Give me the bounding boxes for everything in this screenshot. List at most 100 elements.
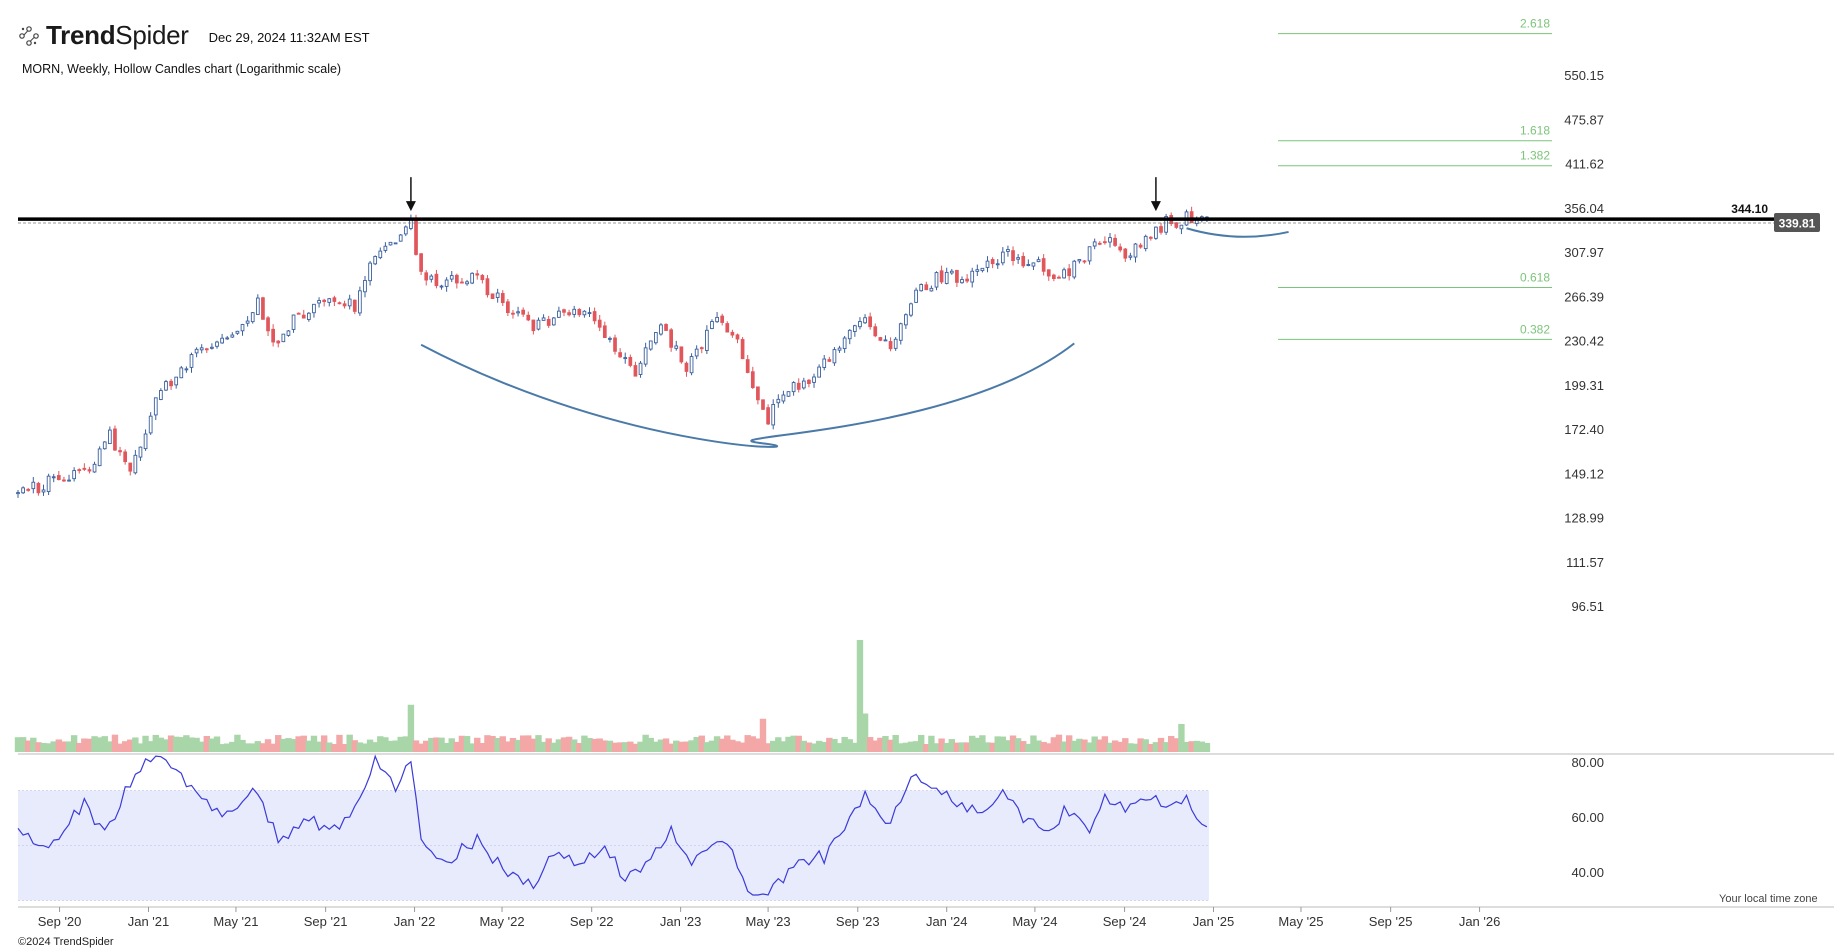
candle[interactable] — [858, 317, 862, 330]
candle[interactable] — [250, 311, 255, 324]
candle[interactable] — [909, 302, 913, 318]
candle[interactable] — [378, 247, 383, 260]
candle[interactable] — [46, 473, 51, 496]
candle[interactable] — [653, 332, 658, 345]
candle[interactable] — [215, 340, 219, 349]
candle[interactable] — [490, 293, 495, 300]
candle[interactable] — [740, 337, 745, 360]
candle[interactable] — [439, 284, 444, 290]
candle[interactable] — [720, 313, 725, 326]
candle[interactable] — [51, 473, 56, 483]
candle[interactable] — [444, 277, 449, 292]
candle[interactable] — [1154, 226, 1158, 240]
candle[interactable] — [1000, 247, 1005, 266]
handle-arc[interactable] — [1186, 227, 1289, 238]
candle[interactable] — [102, 441, 107, 450]
candle[interactable] — [679, 346, 684, 364]
candle[interactable] — [199, 344, 204, 354]
candle[interactable] — [286, 330, 291, 337]
candle[interactable] — [852, 324, 857, 337]
candle[interactable] — [388, 241, 393, 246]
candle[interactable] — [756, 386, 760, 405]
candle[interactable] — [204, 347, 209, 353]
candle[interactable] — [454, 273, 459, 289]
candle[interactable] — [429, 274, 434, 283]
candle[interactable] — [1138, 243, 1143, 249]
candle[interactable] — [1016, 254, 1020, 264]
candle[interactable] — [1026, 259, 1031, 267]
candle[interactable] — [245, 316, 250, 327]
candle[interactable] — [419, 252, 423, 275]
candle[interactable] — [1174, 222, 1179, 229]
candle[interactable] — [985, 256, 990, 273]
candle[interactable] — [312, 303, 316, 318]
candle[interactable] — [301, 309, 306, 319]
candle[interactable] — [817, 364, 821, 378]
candle[interactable] — [148, 412, 153, 435]
candle[interactable] — [842, 335, 847, 353]
candle[interactable] — [26, 488, 31, 492]
candle[interactable] — [1133, 242, 1138, 263]
candle[interactable] — [582, 310, 587, 318]
candle[interactable] — [801, 377, 806, 390]
candle[interactable] — [1097, 241, 1102, 246]
candle[interactable] — [72, 467, 76, 482]
candle[interactable] — [113, 425, 117, 451]
candle[interactable] — [368, 260, 372, 286]
candle[interactable] — [403, 225, 408, 237]
candle[interactable] — [980, 267, 985, 273]
candle[interactable] — [41, 484, 46, 496]
candle[interactable] — [1103, 236, 1107, 245]
candle[interactable] — [1011, 246, 1015, 266]
candle[interactable] — [944, 267, 949, 285]
candle[interactable] — [949, 268, 954, 275]
candle[interactable] — [536, 317, 541, 331]
candle[interactable] — [164, 379, 168, 392]
candle[interactable] — [705, 325, 709, 355]
candle[interactable] — [271, 324, 275, 347]
candle[interactable] — [1082, 260, 1087, 264]
candle[interactable] — [781, 390, 786, 404]
candle[interactable] — [551, 317, 556, 326]
candle[interactable] — [694, 345, 699, 360]
candle[interactable] — [664, 323, 668, 331]
candle[interactable] — [725, 321, 730, 333]
candle[interactable] — [261, 296, 265, 320]
candle[interactable] — [526, 311, 531, 322]
candle[interactable] — [1021, 252, 1026, 268]
candle[interactable] — [82, 463, 87, 472]
candle[interactable] — [235, 330, 240, 335]
candle[interactable] — [169, 378, 173, 390]
candle[interactable] — [914, 287, 918, 303]
candle[interactable] — [613, 334, 617, 355]
candle[interactable] — [398, 234, 403, 242]
candle[interactable] — [888, 337, 893, 352]
candle[interactable] — [337, 301, 342, 305]
candle[interactable] — [67, 474, 71, 482]
candle[interactable] — [118, 446, 122, 456]
candle[interactable] — [1067, 264, 1072, 281]
candle[interactable] — [470, 272, 474, 285]
candle[interactable] — [358, 286, 362, 316]
candle[interactable] — [449, 271, 454, 283]
candle[interactable] — [317, 297, 321, 308]
candle[interactable] — [1036, 256, 1041, 263]
candle[interactable] — [1031, 262, 1036, 271]
candle[interactable] — [87, 466, 92, 474]
candle[interactable] — [475, 270, 480, 280]
candle[interactable] — [153, 397, 158, 421]
candle[interactable] — [919, 283, 924, 292]
candle[interactable] — [77, 468, 82, 474]
candle[interactable] — [107, 426, 112, 445]
candle[interactable] — [592, 307, 597, 325]
candle[interactable] — [572, 305, 577, 318]
candle[interactable] — [1087, 246, 1092, 265]
candle[interactable] — [465, 279, 469, 286]
candle[interactable] — [577, 308, 582, 317]
candle[interactable] — [863, 314, 867, 324]
candle[interactable] — [424, 270, 429, 286]
candle[interactable] — [684, 361, 689, 377]
candle[interactable] — [710, 319, 714, 330]
candle[interactable] — [1108, 232, 1112, 248]
candle[interactable] — [791, 381, 796, 396]
